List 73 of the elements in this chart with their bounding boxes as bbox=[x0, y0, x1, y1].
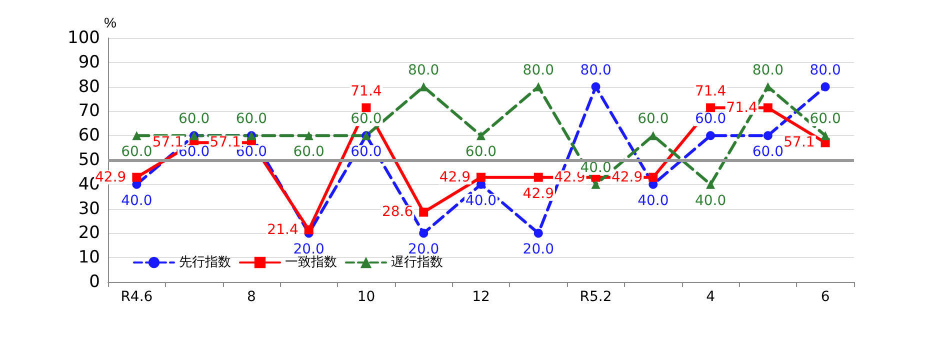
x-tick-label: 12 bbox=[472, 289, 490, 305]
point bbox=[419, 208, 428, 217]
data-label: 40.0 bbox=[580, 160, 612, 176]
x-tick-label: 6 bbox=[820, 289, 830, 305]
x-tick-label: R5.2 bbox=[580, 289, 612, 305]
y-tick-label: 10 bbox=[78, 248, 100, 268]
data-label: 40.0 bbox=[465, 192, 497, 209]
data-label: 60.0 bbox=[178, 111, 210, 128]
x-tick-label: 10 bbox=[357, 289, 376, 305]
point bbox=[476, 172, 486, 182]
data-label: 71.4 bbox=[726, 100, 758, 116]
point bbox=[763, 103, 772, 112]
point bbox=[706, 131, 716, 140]
data-label: 57.1 bbox=[210, 134, 241, 151]
y-tick-label: 70 bbox=[78, 101, 100, 122]
data-label: 20.0 bbox=[522, 242, 554, 258]
point bbox=[304, 225, 314, 234]
point bbox=[362, 103, 371, 112]
data-label: 40.0 bbox=[694, 192, 726, 209]
point bbox=[304, 131, 314, 140]
point bbox=[591, 180, 600, 189]
data-label: 80.0 bbox=[408, 62, 440, 78]
point bbox=[132, 172, 142, 182]
point bbox=[534, 172, 543, 182]
data-label: 60.0 bbox=[810, 111, 841, 128]
data-label: 57.1 bbox=[152, 134, 184, 151]
data-label: 57.1 bbox=[784, 134, 815, 151]
data-label: 80.0 bbox=[752, 62, 784, 78]
point bbox=[706, 180, 716, 189]
point bbox=[648, 172, 658, 182]
data-label: 60.0 bbox=[752, 144, 784, 160]
y-tick-label: 20 bbox=[78, 223, 100, 244]
x-tick-label: 8 bbox=[247, 289, 256, 305]
point bbox=[534, 228, 543, 238]
data-label: 60.0 bbox=[465, 144, 497, 160]
y-tick-label: 50 bbox=[78, 150, 100, 170]
point bbox=[419, 228, 428, 238]
data-label: 60.0 bbox=[121, 144, 152, 160]
data-label: 42.9 bbox=[439, 169, 470, 186]
y-tick-label: 30 bbox=[78, 198, 100, 219]
point bbox=[820, 131, 830, 140]
data-label: 40.0 bbox=[121, 192, 152, 209]
data-label: 42.9 bbox=[611, 169, 643, 186]
data-label: 80.0 bbox=[810, 62, 841, 78]
data-label: 60.0 bbox=[694, 111, 726, 128]
y-tick-label: 0 bbox=[89, 272, 100, 292]
data-label: 60.0 bbox=[350, 111, 382, 128]
data-label: 21.4 bbox=[267, 222, 298, 238]
point bbox=[763, 131, 772, 140]
data-label: 60.0 bbox=[293, 144, 324, 160]
point bbox=[591, 82, 600, 92]
data-label: 71.4 bbox=[350, 83, 382, 100]
legend-label: 先行指数 bbox=[179, 255, 231, 270]
data-label: 28.6 bbox=[382, 204, 414, 220]
y-axis-title: % bbox=[104, 14, 116, 31]
point bbox=[820, 82, 830, 92]
data-label: 60.0 bbox=[638, 111, 669, 128]
data-label: 80.0 bbox=[580, 62, 612, 78]
point bbox=[706, 103, 716, 112]
data-label: 40.0 bbox=[638, 192, 669, 209]
y-tick-label: 60 bbox=[78, 126, 100, 146]
data-label: 60.0 bbox=[236, 111, 268, 128]
y-tick-label: 100 bbox=[68, 28, 100, 48]
data-label: 71.4 bbox=[694, 83, 726, 100]
point bbox=[132, 131, 142, 140]
point bbox=[476, 131, 486, 140]
data-label: 42.9 bbox=[522, 186, 554, 202]
x-tick-label: R4.6 bbox=[120, 289, 153, 305]
x-tick-label: 4 bbox=[706, 289, 716, 305]
y-tick-label: 90 bbox=[78, 52, 100, 72]
data-label: 60.0 bbox=[350, 144, 382, 160]
y-tick-label: 80 bbox=[78, 76, 100, 97]
data-label: 80.0 bbox=[522, 62, 554, 78]
